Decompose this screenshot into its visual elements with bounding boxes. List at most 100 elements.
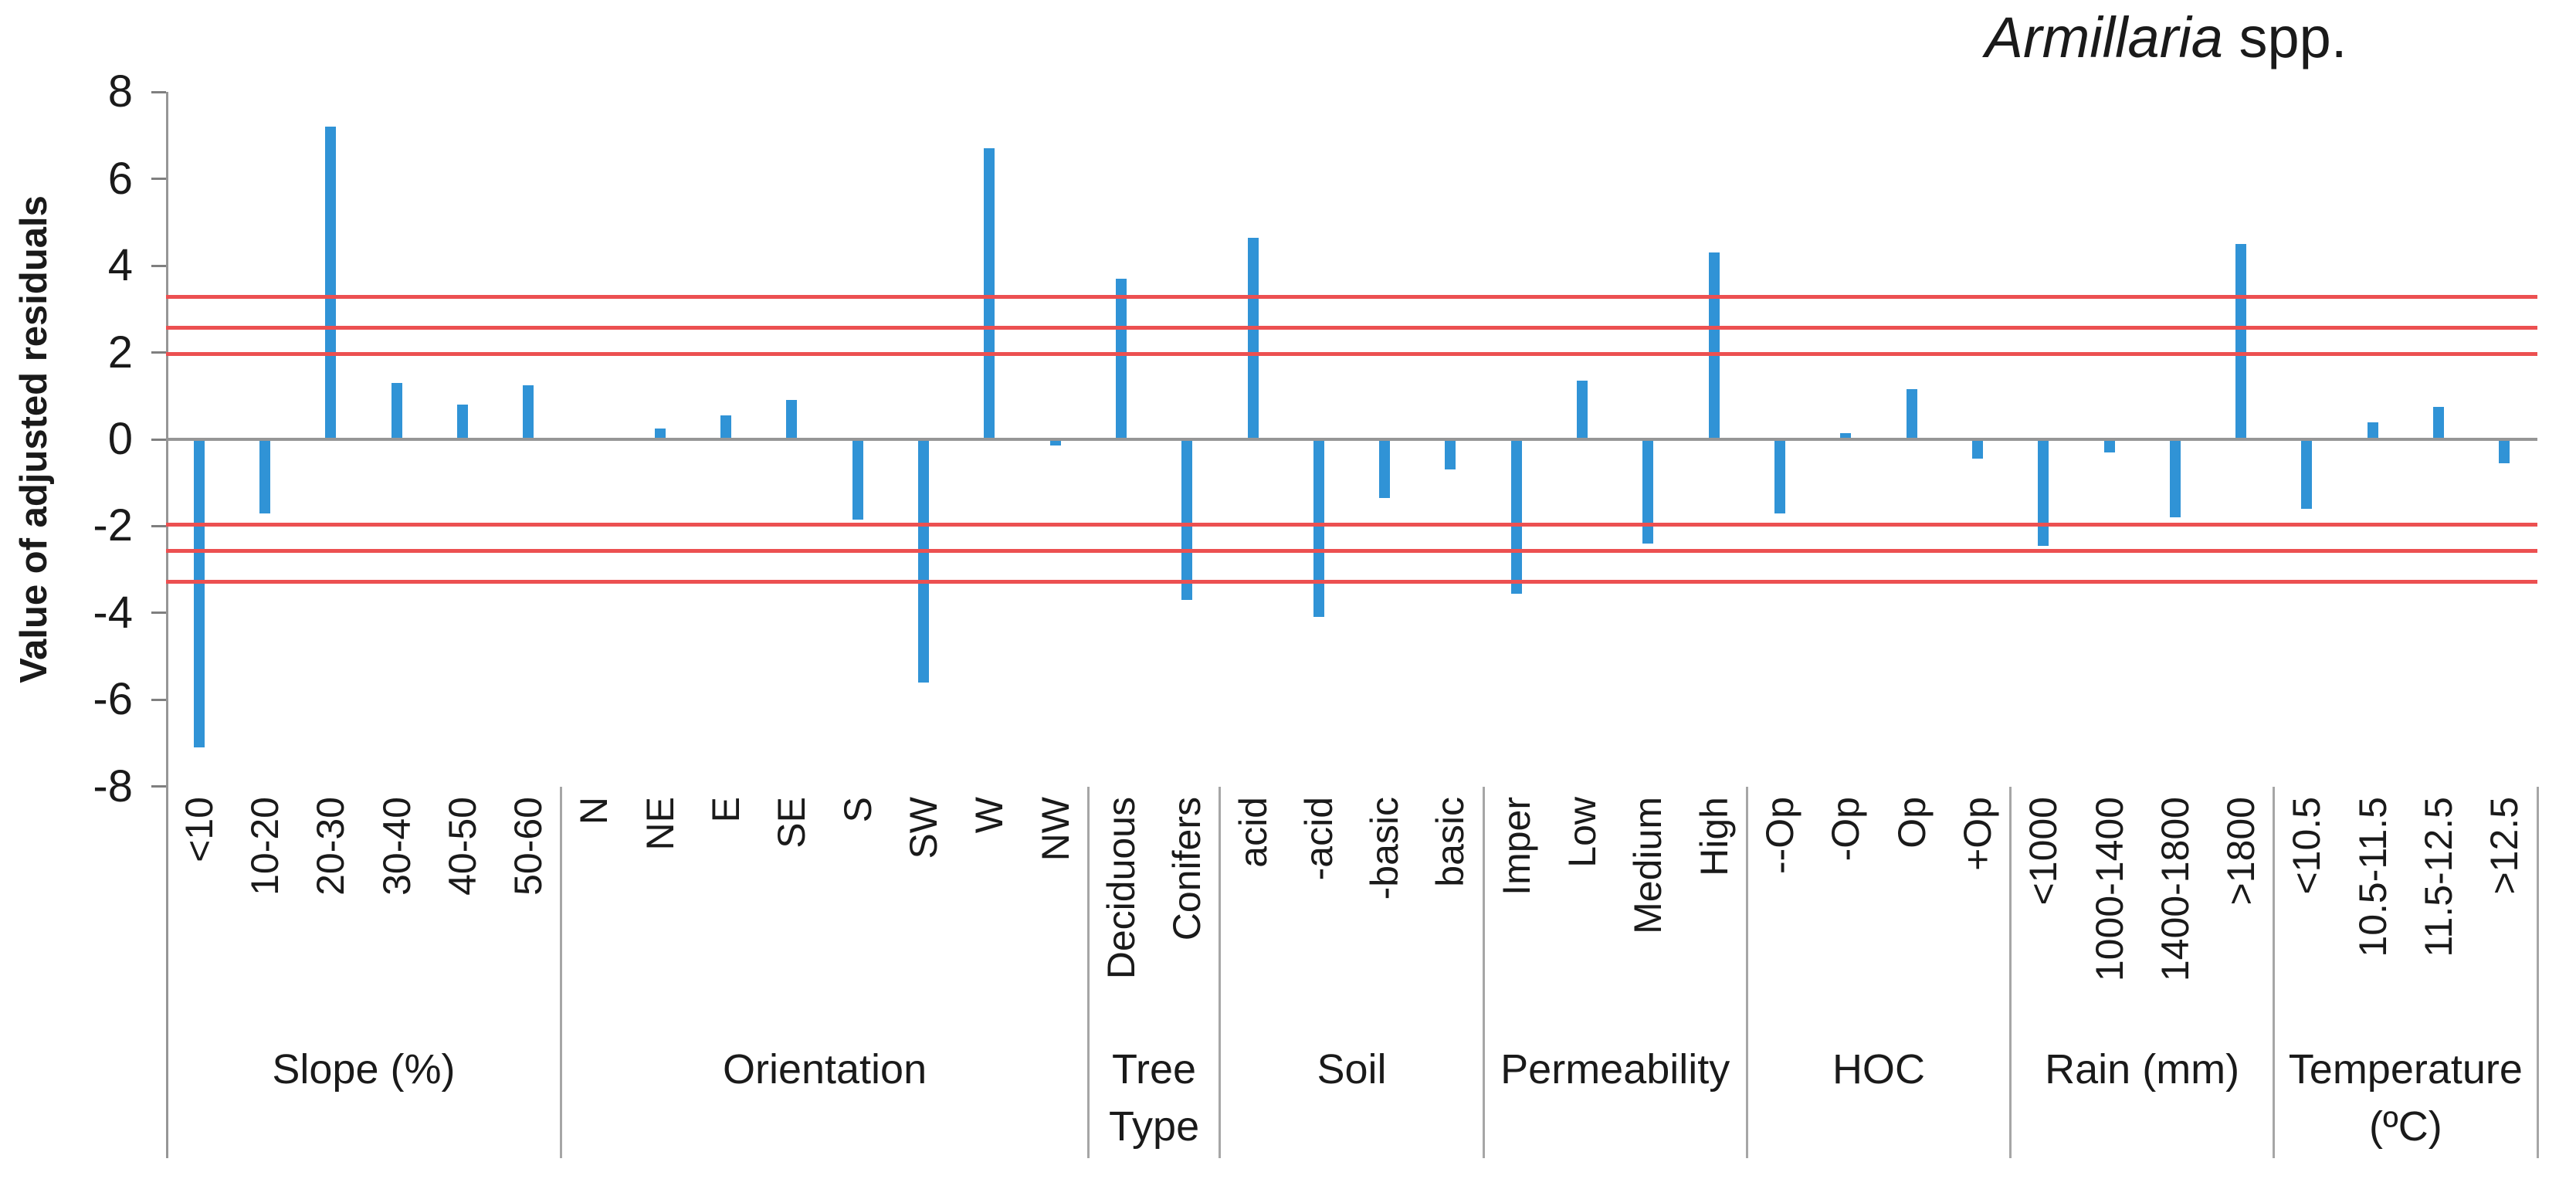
- x-category-label: -acid: [1296, 796, 1341, 880]
- bar-E: [720, 415, 732, 439]
- y-tick-mark: [151, 524, 166, 527]
- x-category-label: Op: [1890, 796, 1934, 849]
- group-label: Rain (mm): [2045, 1046, 2240, 1093]
- bar-Low: [1577, 381, 1588, 439]
- y-tick-label: 0: [107, 414, 133, 464]
- chart-title-species: Armillaria: [1985, 5, 2223, 69]
- group-label: Permeability: [1500, 1046, 1730, 1093]
- group-divider: [1482, 786, 1485, 1158]
- y-axis-line: [166, 92, 168, 1158]
- group-label: Temperature (ºC): [2288, 1046, 2523, 1150]
- x-category-label: SW: [902, 796, 945, 859]
- y-tick-label: -2: [93, 500, 133, 551]
- bar-50-60: [523, 385, 534, 439]
- bar->1800: [2235, 244, 2247, 439]
- significance-line: [166, 549, 2537, 554]
- x-category-label: E: [704, 796, 748, 822]
- bar-1400-1800: [2169, 439, 2181, 518]
- y-tick-mark: [151, 698, 166, 701]
- x-category-label: NW: [1033, 796, 1077, 861]
- bar-1000-1400: [2103, 439, 2115, 452]
- x-category-label: acid: [1231, 796, 1275, 868]
- bar-High: [1708, 252, 1720, 439]
- bar-Imper: [1510, 439, 1522, 594]
- group-label: Slope (%): [272, 1046, 456, 1093]
- y-tick-label: 6: [107, 153, 133, 204]
- group-divider: [1745, 786, 1748, 1158]
- x-category-label: 30-40: [375, 796, 419, 896]
- bar-10-20: [259, 439, 270, 513]
- x-category-label: 1400-1800: [2153, 796, 2197, 981]
- x-category-label: 11.5-12.5: [2417, 796, 2461, 957]
- bar-10.5-11.5: [2367, 422, 2378, 439]
- significance-line: [166, 294, 2537, 299]
- x-category-label: <10: [177, 796, 221, 862]
- x-category-label: Conifers: [1165, 796, 1209, 940]
- bar-basic: [1445, 439, 1456, 470]
- x-category-label: High: [1692, 796, 1736, 876]
- bar-NE: [654, 428, 666, 439]
- x-category-label: SE: [770, 796, 814, 849]
- y-tick-mark: [151, 612, 166, 615]
- bar-Op: [1906, 389, 1917, 439]
- x-category-label: 1000-1400: [2087, 796, 2131, 981]
- x-category-label: S: [836, 796, 880, 822]
- x-category-label: <10.5: [2285, 796, 2329, 895]
- y-tick-label: 2: [107, 327, 133, 378]
- group-label: Orientation: [722, 1046, 927, 1093]
- bar--basic: [1379, 439, 1391, 498]
- zero-line: [166, 438, 2537, 441]
- y-tick-mark: [151, 90, 166, 93]
- x-category-label: Imper: [1494, 796, 1538, 896]
- bar-S: [852, 439, 863, 520]
- x-category-label: W: [968, 796, 1012, 833]
- bar--acid: [1313, 439, 1324, 618]
- group-divider: [2273, 786, 2276, 1158]
- y-tick-mark: [151, 264, 166, 267]
- y-tick-mark: [151, 178, 166, 181]
- group-divider: [560, 786, 563, 1158]
- bar-20-30: [325, 127, 337, 439]
- bar-acid: [1247, 237, 1259, 439]
- x-category-label: 10-20: [242, 796, 286, 896]
- y-tick-label: 4: [107, 240, 133, 291]
- x-category-label: Low: [1561, 796, 1605, 868]
- bar-+Op: [1971, 439, 1983, 459]
- group-label: Soil: [1317, 1046, 1387, 1093]
- x-category-label: N: [572, 796, 616, 825]
- bar-40-50: [456, 405, 468, 439]
- x-category-label: Deciduous: [1099, 796, 1143, 979]
- bar-NW: [1049, 439, 1061, 446]
- bar-<10: [193, 439, 205, 748]
- group-divider: [1086, 786, 1090, 1158]
- y-tick-label: -4: [93, 587, 133, 638]
- x-category-label: --Op: [1757, 796, 1802, 874]
- x-category-label: 50-60: [507, 796, 551, 896]
- bar-Deciduous: [1115, 279, 1127, 439]
- chart-title-suffix: spp.: [2222, 5, 2347, 69]
- significance-line: [166, 352, 2537, 357]
- x-category-label: +Op: [1955, 796, 1999, 871]
- group-divider: [2536, 786, 2539, 1158]
- bar-SE: [786, 400, 798, 439]
- bar---Op: [1774, 439, 1785, 513]
- x-category-label: 40-50: [440, 796, 484, 896]
- y-tick-label: -8: [93, 761, 133, 811]
- group-label: Tree Type: [1109, 1046, 1200, 1150]
- y-tick-mark: [151, 785, 166, 788]
- group-divider: [1219, 786, 1222, 1158]
- x-category-label: NE: [638, 796, 682, 851]
- significance-line: [166, 580, 2537, 584]
- y-tick-mark: [151, 438, 166, 441]
- x-category-label: basic: [1429, 796, 1473, 887]
- bar-SW: [918, 439, 929, 683]
- group-divider: [2009, 786, 2012, 1158]
- x-category-label: 20-30: [309, 796, 353, 896]
- bar->12.5: [2499, 439, 2510, 463]
- y-tick-label: 8: [107, 66, 133, 117]
- bar-Medium: [1642, 439, 1654, 544]
- significance-line: [166, 522, 2537, 527]
- significance-line: [166, 325, 2537, 330]
- bar-Conifers: [1181, 439, 1193, 600]
